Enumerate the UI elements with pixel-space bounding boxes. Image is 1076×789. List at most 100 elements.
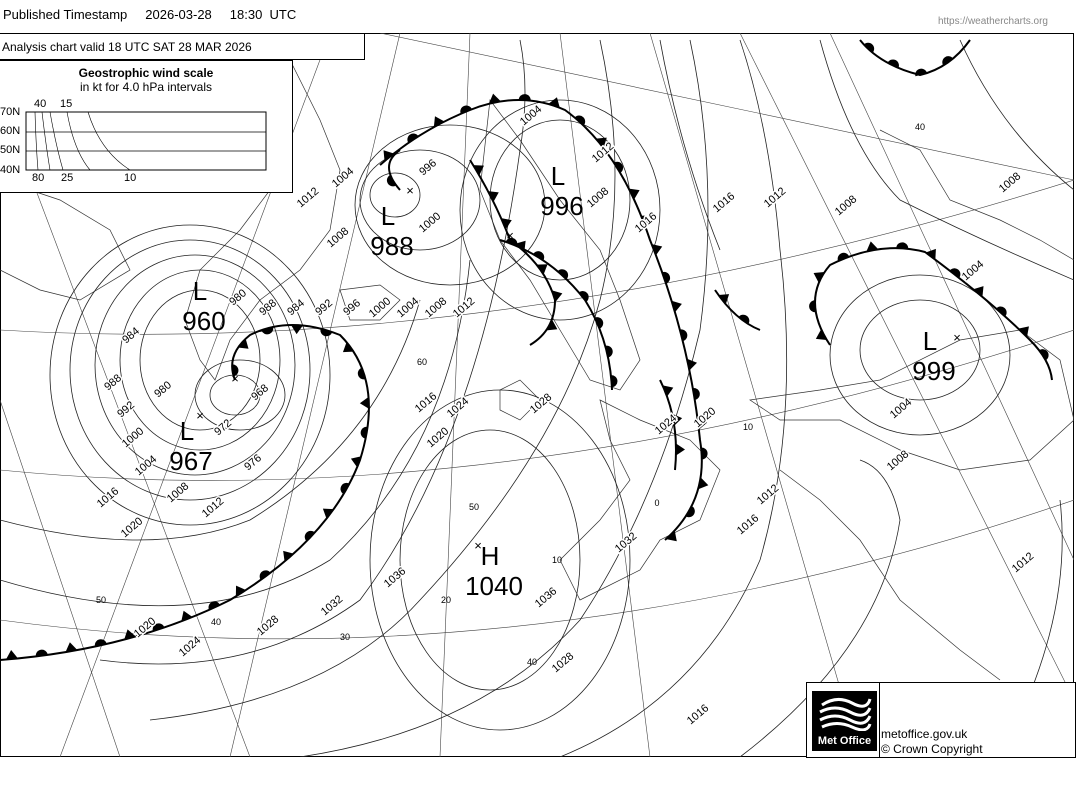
weather-fronts <box>0 39 1053 661</box>
warm-front-semicircle <box>863 42 875 53</box>
logo-text: Met Office <box>817 735 872 747</box>
pressure-centre-value: 996 <box>540 191 583 221</box>
pressure-centre-type: L <box>193 276 207 306</box>
lat-label: 60N <box>0 125 21 137</box>
warm-front-semicircle <box>641 215 650 228</box>
lat-label: 40N <box>0 164 21 176</box>
pressure-centre-value: 999 <box>912 356 955 386</box>
warm-front-semicircle <box>357 367 366 380</box>
grid-label: 20 <box>441 595 451 605</box>
speed-label: 10 <box>124 172 137 184</box>
warm-front-semicircle <box>518 94 531 101</box>
cold-front-triangle <box>235 585 246 597</box>
cold-front-triangle <box>666 530 677 542</box>
warm-front-semicircle <box>261 326 274 335</box>
warm-front-semicircle <box>557 269 569 280</box>
cold-front-triangle <box>866 241 879 252</box>
cold-front-triangle <box>698 477 709 490</box>
speed-label: 25 <box>61 172 74 184</box>
speed-label: 80 <box>32 172 45 184</box>
warm-front-semicircle <box>701 447 708 460</box>
front-line <box>469 159 557 346</box>
warm-front-semicircle <box>578 291 589 302</box>
cold-front-triangle <box>237 338 249 349</box>
met-office-logo: Met Office <box>812 691 877 751</box>
centre-cross-icon: × <box>474 538 482 553</box>
grid-label: 10 <box>552 555 562 565</box>
pressure-centre-type: L <box>381 201 395 231</box>
grid-label: 30 <box>340 632 350 642</box>
cold-front-triangle <box>1018 326 1029 337</box>
cold-front-triangle <box>813 272 825 283</box>
published-timestamp: Published Timestamp 2026-03-28 18:30 UTC <box>3 7 314 22</box>
warm-front-semicircle <box>915 68 928 77</box>
front-line <box>659 379 677 471</box>
geostrophic-wind-scale: Geostrophic wind scale in kt for 4.0 hPa… <box>0 60 293 193</box>
source-link[interactable]: https://weathercharts.org <box>937 16 1048 27</box>
pressure-centre-type: L <box>180 416 194 446</box>
warm-front-semicircle <box>662 271 671 284</box>
centre-cross-icon: × <box>406 183 414 198</box>
cold-front-triangle <box>5 650 18 660</box>
warm-front-semicircle <box>259 570 271 580</box>
cold-front-triangle <box>65 642 78 653</box>
pressure-centre-value: 960 <box>182 306 225 336</box>
cold-front-triangle <box>383 150 394 162</box>
site-link[interactable]: metoffice.gov.uk <box>881 727 968 741</box>
grid-label: 10 <box>743 422 753 432</box>
cold-front-triangle <box>473 165 484 176</box>
divider <box>879 683 880 757</box>
cold-front-triangle <box>551 290 563 302</box>
cold-front-triangle <box>973 286 984 297</box>
speed-label: 40 <box>34 98 47 110</box>
met-office-footer: Met Office metoffice.gov.uk © Crown Copy… <box>806 682 1076 758</box>
grid-label: 50 <box>96 595 106 605</box>
isobars <box>0 39 1074 757</box>
warm-front-semicircle <box>613 161 624 173</box>
centre-cross-icon: × <box>953 330 961 345</box>
warm-front-semicircle <box>35 649 48 657</box>
warm-front-semicircle <box>208 601 220 610</box>
pressure-centre-type: H <box>481 541 500 571</box>
warm-front-semicircle <box>594 317 604 329</box>
warm-front-semicircle <box>605 345 613 358</box>
front-line <box>499 239 613 391</box>
warm-front-semicircle <box>896 242 909 249</box>
cold-front-triangle <box>697 417 708 430</box>
centre-cross-icon: × <box>196 408 204 423</box>
warm-front-semicircle <box>533 251 545 261</box>
front-line <box>379 99 703 541</box>
cold-front-triangle <box>433 116 445 128</box>
cold-front-triangle <box>675 443 685 456</box>
warm-front-semicircle <box>996 306 1007 317</box>
warm-front-semicircle <box>809 300 816 313</box>
cold-front-triangle <box>342 342 354 353</box>
timestamp-label: Published Timestamp <box>3 7 128 22</box>
cold-front-triangle <box>672 413 683 426</box>
front-line <box>814 247 1053 381</box>
pressure-centre-type: L <box>923 326 937 356</box>
cold-front-triangle <box>718 294 730 305</box>
copyright: © Crown Copyright <box>881 742 983 756</box>
front-line <box>714 289 761 331</box>
cold-front-triangle <box>815 329 827 341</box>
pressure-centre-type: L <box>551 161 565 191</box>
warm-front-semicircle <box>320 328 333 337</box>
timestamp-time: 18:30 UTC <box>229 7 297 22</box>
cold-front-triangle <box>501 218 512 230</box>
lat-label: 50N <box>0 144 21 156</box>
cold-front-triangle <box>536 264 548 275</box>
centre-cross-icon: × <box>231 371 239 386</box>
cold-front-triangle <box>488 93 501 104</box>
warm-front-semicircle <box>610 375 618 388</box>
cold-front-triangle <box>359 396 370 409</box>
warm-front-semicircle <box>460 105 472 114</box>
warm-front-semicircle <box>360 426 368 439</box>
warm-front-semicircle <box>505 237 518 247</box>
warm-front-semicircle <box>692 388 700 400</box>
warm-front-semicircle <box>679 329 688 342</box>
grid-label: 40 <box>915 122 925 132</box>
cold-front-triangle <box>548 97 560 108</box>
